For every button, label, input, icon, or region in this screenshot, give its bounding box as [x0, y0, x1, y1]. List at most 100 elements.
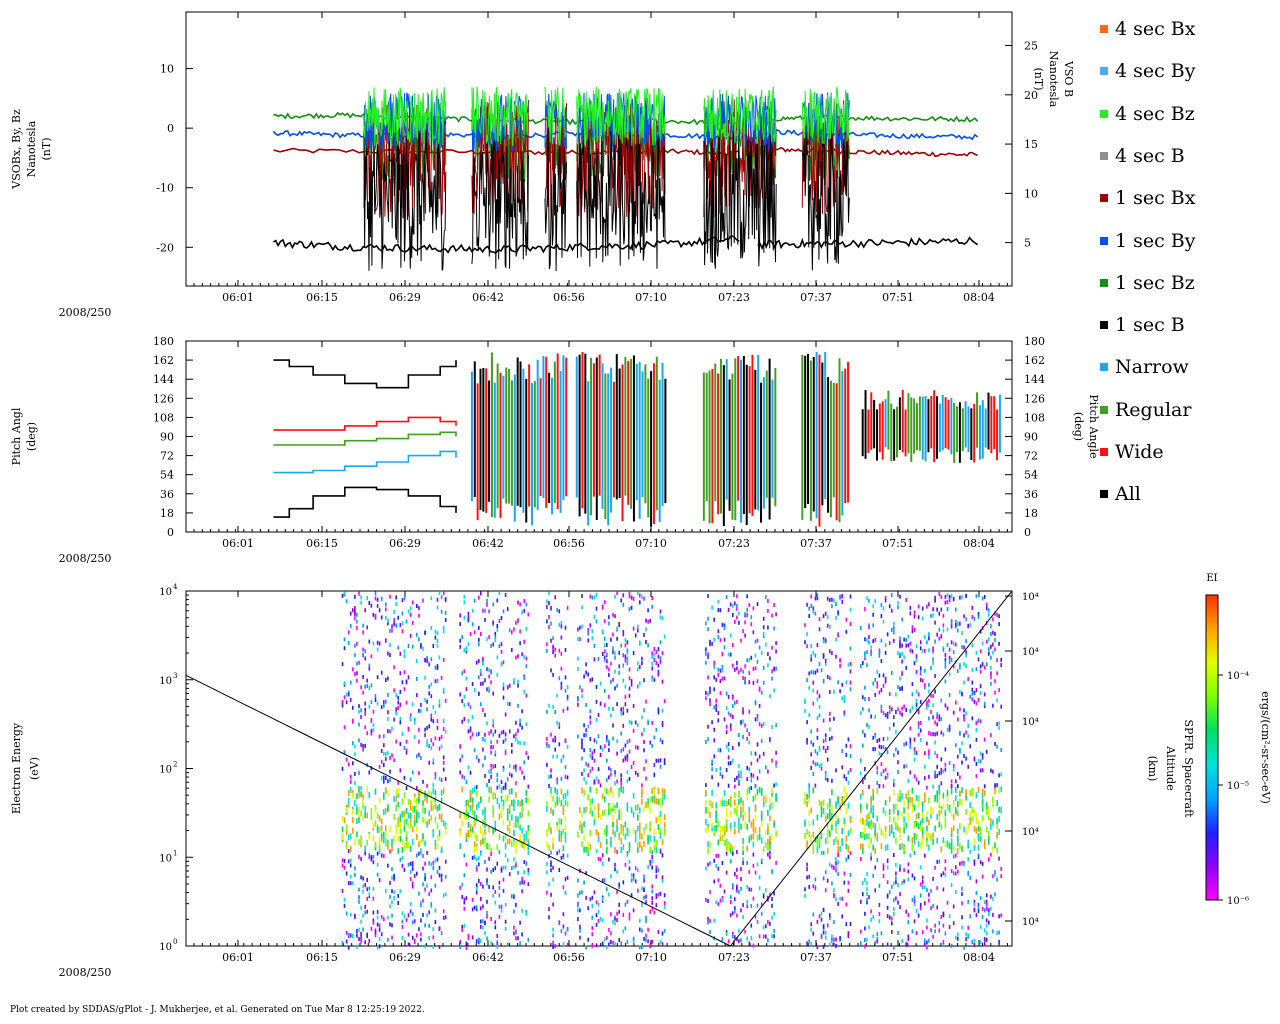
legend-label: 4 sec Bx	[1115, 18, 1196, 40]
ylabel-r-mag-2: (nT)	[1032, 67, 1045, 90]
xtick-label-mag-7: 07:37	[800, 291, 832, 304]
ytick-r-label-pa-6: 108	[1024, 411, 1045, 424]
legend-swatch	[1100, 405, 1108, 414]
ytick-label-pa-9: 162	[153, 354, 174, 367]
xtick-label-mag-4: 06:56	[553, 291, 585, 304]
ytick-exp-e-1: 1	[173, 849, 177, 857]
ytick-label-pa-5: 90	[160, 431, 174, 444]
series-1-sec-b-0	[272, 234, 740, 254]
xtick-label-electron-3: 06:42	[472, 951, 504, 964]
ytick-r-label-mag-1: 10	[1024, 187, 1038, 200]
pa-series-4	[273, 450, 457, 474]
legend-item: 4 sec Bx	[1100, 14, 1195, 44]
ytick-r-label-pa-7: 126	[1024, 392, 1045, 405]
ylabel-e-1: (eV)	[28, 757, 41, 780]
date-label-electron: 2008/250	[59, 966, 112, 979]
ytick-r-label-e-4: 10⁴	[1022, 917, 1039, 928]
xtick-label-pitch-4: 06:56	[553, 537, 585, 550]
series-1-sec-bz-1	[757, 114, 979, 123]
ytick-r-label-pa-1: 18	[1024, 507, 1038, 520]
ytick-exp-e-0: 0	[173, 938, 177, 946]
xtick-label-electron-2: 06:29	[389, 951, 421, 964]
series-1-sec-b-1	[757, 236, 979, 251]
ytick-r-label-e-0: 10⁴	[1022, 592, 1039, 603]
turbulence-2-4	[544, 86, 567, 146]
legend-swatch	[1100, 321, 1108, 330]
xtick-label-electron-4: 06:56	[553, 951, 585, 964]
ytick-label-e-3: 10	[159, 676, 172, 687]
xtick-label-mag-9: 08:04	[963, 291, 995, 304]
xtick-label-electron-6: 07:23	[718, 951, 750, 964]
legend-item: Regular	[1100, 395, 1191, 425]
legend-item: 1 sec Bx	[1100, 183, 1195, 213]
xtick-label-mag-1: 06:15	[306, 291, 338, 304]
panel-frame-mag	[185, 11, 1013, 287]
ytick-label-pa-7: 126	[153, 392, 174, 405]
turbulence-1-4	[471, 86, 529, 146]
spectrogram-cells	[341, 591, 1002, 950]
ytick-label-e-0: 10	[159, 942, 172, 953]
legend-swatch	[1100, 151, 1108, 160]
ytick-r-label-pa-2: 36	[1024, 488, 1038, 501]
ytick-r-label-e-1: 10⁴	[1022, 647, 1039, 658]
legend-item: 1 sec By	[1100, 226, 1196, 256]
altitude-curve	[185, 590, 1013, 947]
ylabel-mag-1: Nanotesla	[25, 120, 38, 177]
xtick-label-pitch-5: 07:10	[635, 537, 667, 550]
legend-swatch	[1100, 25, 1108, 33]
ytick-r-label-pa-0: 0	[1024, 526, 1031, 539]
ytick-r-label-pa-3: 54	[1024, 469, 1038, 482]
xtick-label-pitch-1: 06:15	[306, 537, 338, 550]
xtick-label-mag-5: 07:10	[635, 291, 667, 304]
legend-label: 1 sec Bz	[1115, 271, 1195, 294]
legend-label: 4 sec By	[1115, 60, 1196, 83]
legend-swatch	[1100, 236, 1108, 245]
ytick-exp-e-4: 4	[173, 583, 178, 591]
xtick-label-electron-8: 07:51	[882, 951, 914, 964]
xtick-label-mag-8: 07:51	[882, 291, 914, 304]
ytick-label-pa-1: 18	[160, 507, 174, 520]
ytick-label-mag-1: -10	[156, 182, 174, 195]
xtick-label-pitch-7: 07:37	[800, 537, 832, 550]
turbulence-5-4	[801, 86, 850, 145]
legend-swatch	[1100, 278, 1108, 287]
colorbar	[1205, 594, 1219, 901]
panel-mag: 06:01 06:15 06:29 06:42 06:56 07:10 07:23 07:37…	[10, 11, 1075, 319]
legend-item: Narrow	[1100, 352, 1189, 382]
pa-series-2	[273, 416, 457, 431]
legend-label: All	[1115, 483, 1141, 506]
xtick-label-mag-0: 06:01	[222, 291, 254, 304]
ytick-r-label-pa-10: 180	[1024, 335, 1045, 348]
ylabel-r-mag-0: VSO B	[1062, 60, 1075, 97]
ytick-label-pa-10: 180	[153, 335, 174, 348]
ytick-r-label-pa-9: 162	[1024, 354, 1045, 367]
xtick-label-pitch-0: 06:01	[222, 537, 254, 550]
legend-item: 1 sec B	[1100, 310, 1185, 340]
ytick-r-label-mag-3: 20	[1024, 89, 1038, 102]
turbulence-1-3	[471, 131, 529, 269]
ytick-r-label-pa-8: 144	[1024, 373, 1045, 386]
ylabel-r-pa-0: Pitch Angle	[1087, 394, 1100, 458]
ylabel-r-e-1: Altitude	[1164, 745, 1177, 790]
date-label-pitch: 2008/250	[59, 552, 112, 565]
colorbar-tick-label-1: 10⁻⁵	[1227, 781, 1249, 792]
ytick-label-e-1: 10	[159, 853, 172, 864]
legend-label: 4 sec Bz	[1115, 102, 1195, 125]
turbulence-1-2	[471, 93, 529, 152]
ytick-label-mag-3: 10	[160, 63, 174, 76]
legend-swatch	[1100, 194, 1108, 203]
colorbar-label: ergs/(cm²-sr-sec-eV)	[1259, 691, 1272, 804]
ytick-exp-e-3: 3	[173, 672, 177, 680]
legend-label: Wide	[1115, 441, 1164, 463]
turbulence-3-4	[576, 86, 666, 146]
turbulence-0-4	[363, 87, 447, 146]
turbulence-3-3	[576, 131, 666, 269]
date-label-mag: 2008/250	[59, 306, 112, 319]
panel-electron: 06:01 06:15 06:29 06:42 06:56 07:10 07:23 07:37…	[10, 573, 1272, 979]
colorbar-tick-label-0: 10⁻⁴	[1227, 671, 1249, 682]
ylabel-mag-0: VSOBx, By, Bz	[10, 109, 23, 190]
legend-label: 4 sec B	[1115, 144, 1185, 167]
ylabel-pa-0: Pitch Angl	[10, 407, 23, 465]
ytick-label-pa-3: 54	[160, 469, 174, 482]
